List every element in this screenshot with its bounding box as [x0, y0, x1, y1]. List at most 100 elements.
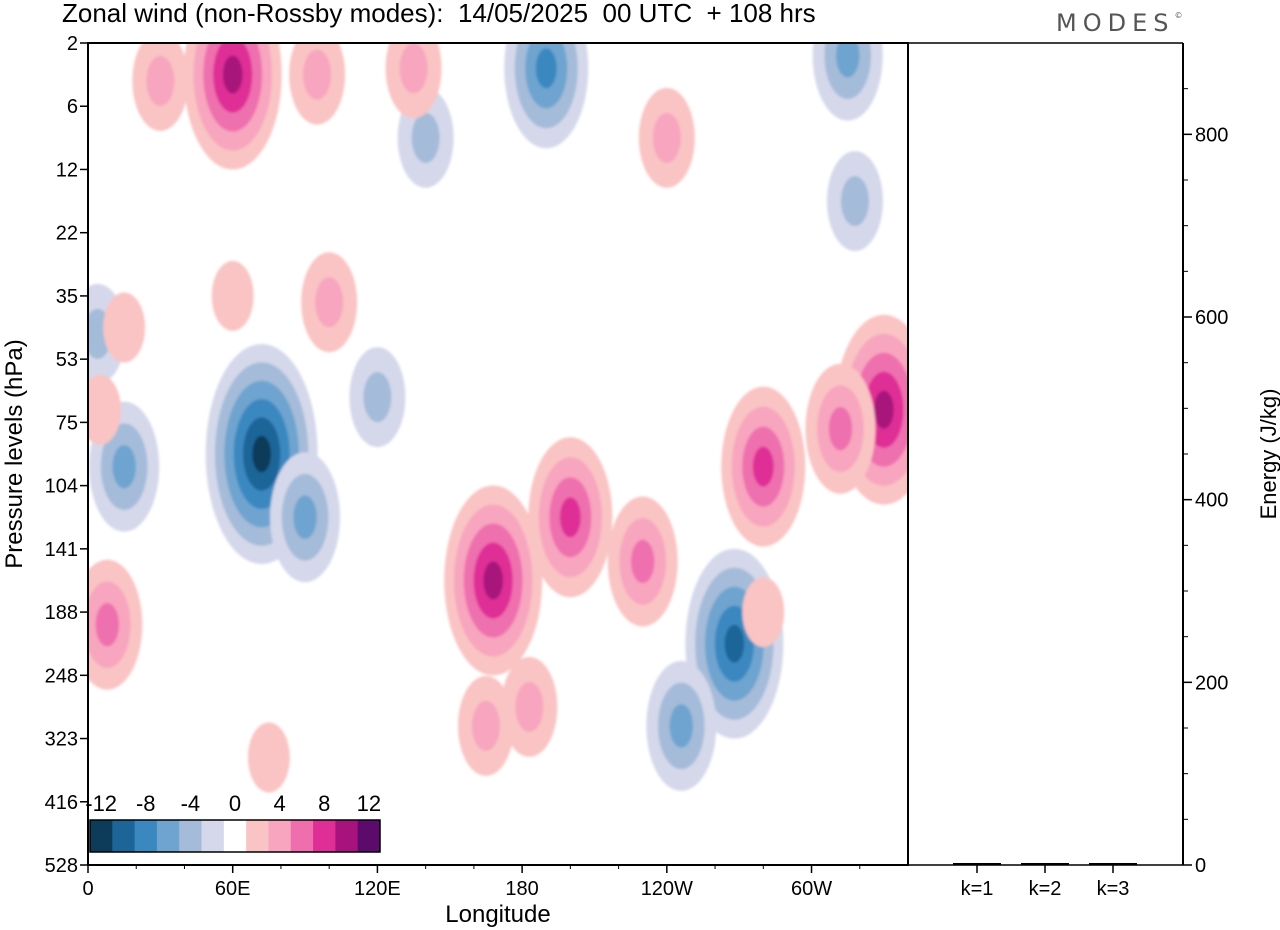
- brand-text: MODES: [1056, 9, 1175, 37]
- wind-feature: [607, 496, 678, 627]
- energy-tick-label: 800: [1195, 124, 1228, 146]
- wind-feature: [103, 292, 146, 363]
- contour-band: [742, 577, 785, 648]
- energy-tick-label: 600: [1195, 307, 1228, 329]
- contour-band: [112, 444, 136, 489]
- energy-bar: [953, 863, 1001, 865]
- y-tick-label: 75: [56, 412, 78, 434]
- contour-band: [146, 55, 175, 106]
- contour-band: [411, 112, 440, 163]
- contour-band: [669, 704, 693, 748]
- contour-band: [836, 43, 860, 78]
- energy-bar: [1089, 863, 1137, 865]
- wind-feature: [88, 559, 143, 690]
- contour-band: [652, 112, 681, 163]
- y-tick-label: 323: [45, 729, 78, 751]
- contour-band: [303, 49, 332, 100]
- contour-band: [471, 700, 500, 751]
- wind-feature: [183, 43, 282, 170]
- colorbar-swatch: [290, 820, 314, 852]
- contour-band: [559, 497, 581, 538]
- y-tick-label: 104: [45, 476, 78, 498]
- wind-feature: [301, 252, 358, 353]
- wind-feature: [528, 437, 613, 598]
- colorbar-swatch: [268, 820, 292, 852]
- wind-feature: [457, 675, 514, 776]
- wind-feature: [812, 43, 883, 121]
- contour-band: [399, 43, 428, 94]
- contour-band: [483, 561, 503, 600]
- colorbar-swatch: [134, 820, 158, 852]
- y-tick-label: 35: [56, 286, 78, 308]
- contour-band: [247, 722, 290, 793]
- contour-band: [535, 48, 557, 89]
- modes-logo: MODES©: [1056, 9, 1182, 37]
- contour-band: [631, 539, 655, 584]
- contour-band: [103, 292, 146, 363]
- heatmap-border: [87, 42, 909, 866]
- y-tick-label: 12: [56, 159, 78, 181]
- x-tick-label: 60W: [791, 878, 832, 900]
- y-tick-label: 22: [56, 223, 78, 245]
- x-tick-label: 0: [82, 878, 93, 900]
- x-tick-label: 60E: [215, 878, 251, 900]
- contour-band: [363, 372, 392, 423]
- wind-feature: [289, 43, 346, 125]
- contour-band: [252, 435, 271, 473]
- colorbar-label: 8: [318, 791, 330, 816]
- wind-feature: [132, 43, 189, 131]
- y-tick-label: 2: [67, 33, 78, 55]
- wind-feature: [247, 722, 290, 793]
- y-tick-label: 188: [45, 602, 78, 624]
- energy-tick-label: 200: [1195, 672, 1228, 694]
- colorbar-swatch: [156, 820, 180, 852]
- contour-band: [315, 277, 344, 328]
- colorbar-swatch: [335, 820, 359, 852]
- colorbar-label: 12: [357, 791, 381, 816]
- contour-band: [88, 374, 122, 445]
- longitude-axis: 0 60E 120E 180 120W 60W: [82, 865, 861, 900]
- wind-feature: [742, 577, 785, 648]
- energy-tick-label: 400: [1195, 490, 1228, 512]
- contour-band: [828, 407, 853, 451]
- wind-feature: [385, 43, 442, 119]
- y-axis-label: Pressure levels (hPa): [1, 339, 28, 568]
- bar-category-label: k=1: [961, 878, 994, 900]
- colorbar-label: -12: [85, 791, 117, 816]
- colorbar-swatch: [90, 820, 113, 852]
- colorbar-label: 4: [273, 791, 285, 816]
- wind-feature: [826, 151, 883, 252]
- contour-band: [840, 176, 869, 227]
- contour-band: [211, 260, 254, 331]
- x-tick-label: 180: [505, 878, 538, 900]
- energy-bar-panel: 0 200 400 600 800 k=1 k=2 k=3: [908, 42, 1228, 900]
- contour-band: [222, 55, 243, 94]
- x-tick-label: 120W: [641, 878, 693, 900]
- contour-band: [95, 603, 119, 647]
- contour-band: [293, 495, 317, 539]
- wind-feature: [504, 43, 589, 149]
- energy-tick-label: 0: [1195, 855, 1206, 877]
- y-tick-label: 528: [45, 855, 78, 877]
- colorbar-label: 0: [229, 791, 241, 816]
- energy-axis-label: Energy (J/kg): [1256, 389, 1280, 520]
- contour-band: [874, 390, 894, 429]
- colorbar-label: -4: [181, 791, 201, 816]
- colorbar-swatch: [223, 820, 247, 852]
- colorbar-border: [89, 819, 381, 853]
- wind-feature: [501, 656, 558, 757]
- wind-feature: [88, 374, 122, 445]
- colorbar-swatch: [179, 820, 203, 852]
- wind-feature: [646, 660, 717, 791]
- brand-mark: ©: [1174, 11, 1183, 20]
- y-tick-label: 416: [45, 792, 78, 814]
- y-tick-label: 53: [56, 349, 78, 371]
- pressure-axis: 2 6 12 22 35 53 75 104 141 188 248 323 416 528: [45, 33, 88, 877]
- colorbar-swatch: [313, 820, 336, 852]
- wind-feature: [349, 347, 406, 448]
- contour-band: [515, 681, 544, 732]
- wind-feature: [270, 452, 341, 583]
- x-axis-label: Longitude: [445, 901, 550, 928]
- colorbar-swatch: [201, 820, 225, 852]
